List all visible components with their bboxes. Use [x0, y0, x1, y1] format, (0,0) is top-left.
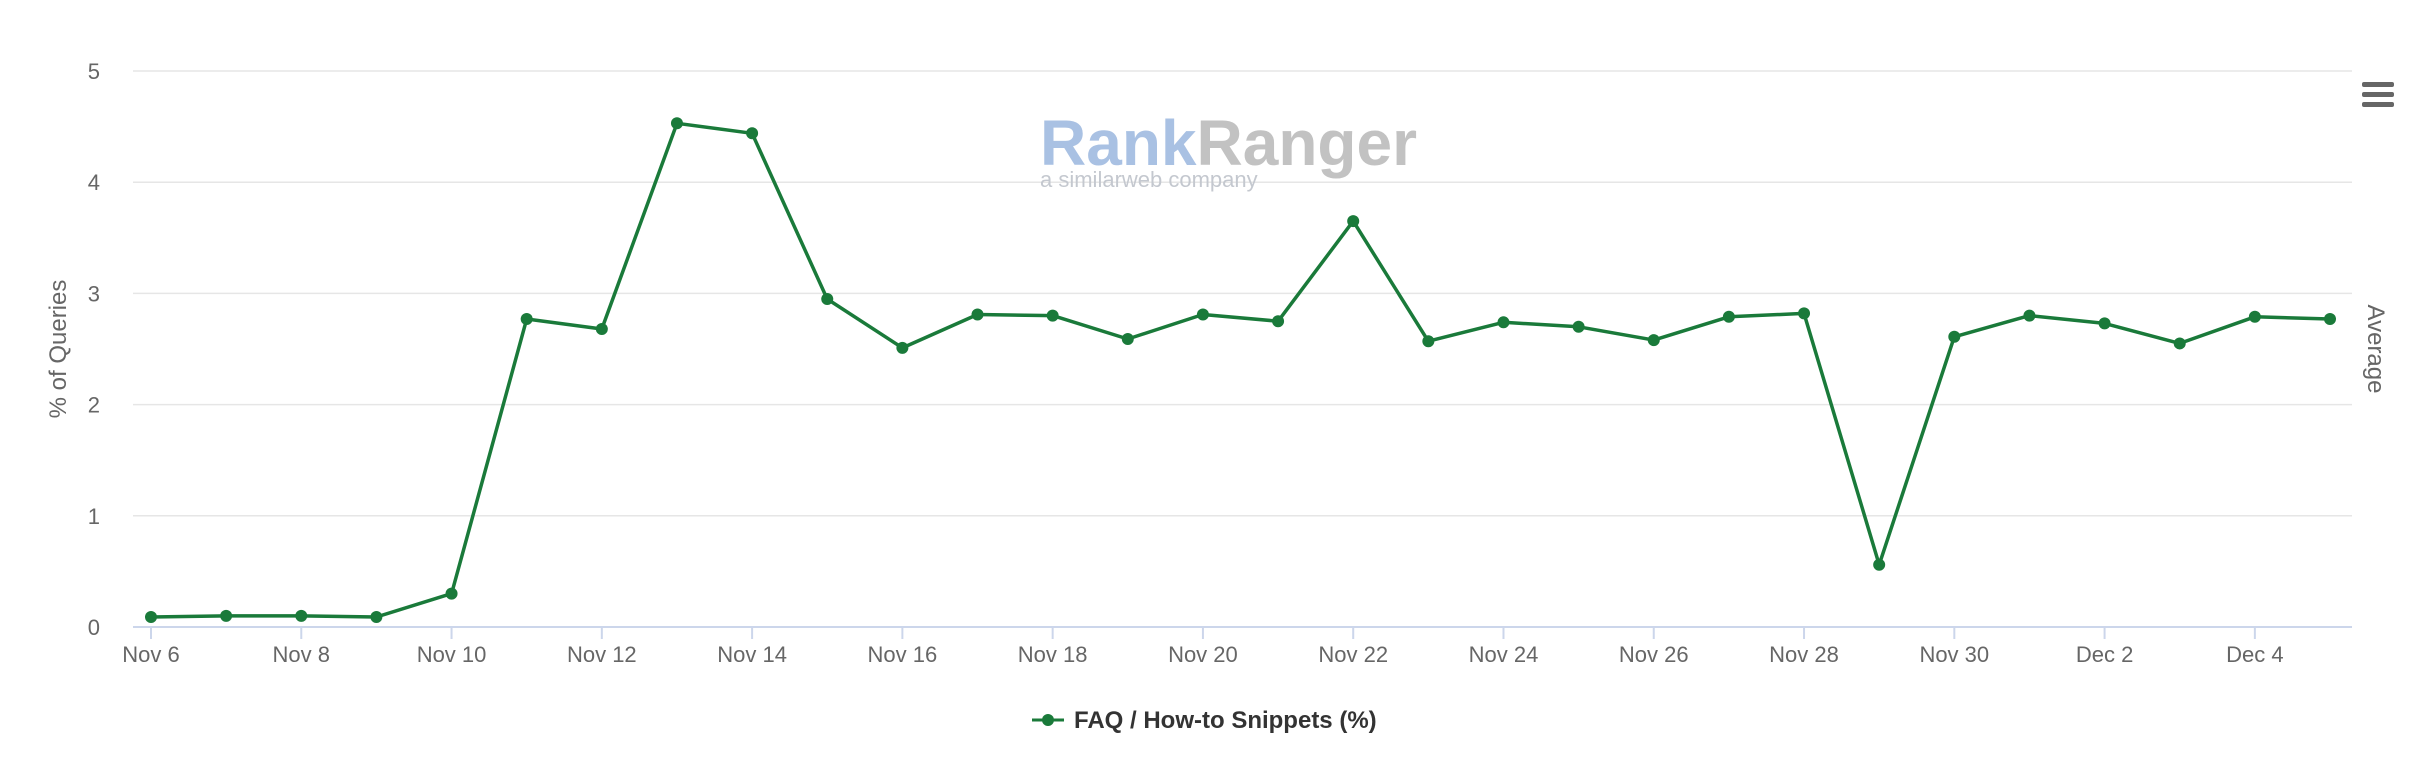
x-tick-label: Dec 4	[2226, 642, 2283, 667]
data-point[interactable]	[220, 609, 233, 622]
x-tick-label: Nov 30	[1919, 642, 1989, 667]
data-point[interactable]	[1572, 320, 1585, 333]
data-point[interactable]	[1422, 335, 1435, 348]
data-point[interactable]	[2248, 310, 2261, 323]
data-point[interactable]	[1272, 315, 1285, 328]
y-axis-title: % of Queries	[45, 280, 72, 419]
x-tick-label: Nov 22	[1318, 642, 1388, 667]
data-point[interactable]	[1722, 310, 1735, 323]
data-point[interactable]	[1873, 558, 1886, 571]
x-tick-label: Nov 14	[717, 642, 787, 667]
x-tick-label: Nov 20	[1168, 642, 1238, 667]
data-point[interactable]	[520, 312, 533, 325]
y-tick-label: 2	[88, 393, 100, 418]
series-line	[150, 121, 2331, 619]
data-point[interactable]	[896, 341, 909, 354]
data-point[interactable]	[1347, 215, 1360, 228]
data-point[interactable]	[971, 308, 984, 321]
data-point[interactable]	[1196, 308, 1209, 321]
x-tick-label: Nov 18	[1018, 642, 1088, 667]
data-point[interactable]	[1121, 332, 1134, 345]
x-tick-label: Nov 12	[567, 642, 637, 667]
y-tick-label: 1	[88, 504, 100, 529]
data-point[interactable]	[2324, 312, 2336, 325]
data-point[interactable]	[821, 292, 834, 305]
x-tick-label: Dec 2	[2076, 642, 2133, 667]
legend-series-swatch-marker	[1042, 714, 1054, 726]
series-layer	[145, 117, 2336, 623]
chart-menu-button[interactable]	[2358, 78, 2398, 112]
svg-text:RankRanger: RankRanger	[1040, 107, 1417, 179]
x-tick-label: Nov 8	[273, 642, 330, 667]
y-tick-label: 5	[88, 59, 100, 84]
secondary-y-axis-title: Average	[2362, 305, 2389, 394]
x-tick-label: Nov 16	[868, 642, 938, 667]
data-point[interactable]	[2173, 337, 2186, 350]
data-point[interactable]	[370, 610, 383, 623]
data-point[interactable]	[595, 322, 608, 335]
hamburger-menu-icon	[2362, 82, 2394, 107]
data-point[interactable]	[746, 127, 759, 140]
data-point[interactable]	[1497, 316, 1510, 329]
data-point[interactable]	[1798, 307, 1811, 320]
y-tick-label: 0	[88, 615, 100, 640]
x-tick-label: Nov 24	[1469, 642, 1539, 667]
data-point[interactable]	[1948, 330, 1961, 343]
data-point[interactable]	[295, 609, 308, 622]
rankranger-watermark: RankRanger a similarweb company	[1040, 107, 1417, 192]
x-tick-label: Nov 28	[1769, 642, 1839, 667]
watermark-brand-ranger: Ranger	[1197, 107, 1418, 179]
axes: 0 1 2 3 4 5 Nov 6 Nov 8 Nov 10 Nov 12 Nov 14 Nov 16…	[88, 59, 2352, 667]
data-point[interactable]	[2098, 317, 2111, 330]
data-point[interactable]	[145, 610, 157, 623]
y-tick-label: 3	[88, 281, 100, 306]
data-point[interactable]	[2023, 309, 2036, 322]
legend[interactable]: FAQ / How-to Snippets (%)	[1032, 707, 1377, 734]
data-point[interactable]	[670, 117, 683, 130]
y-tick-label: 4	[88, 170, 100, 195]
data-point[interactable]	[1046, 309, 1059, 322]
x-tick-label: Nov 6	[122, 642, 179, 667]
legend-series-label[interactable]: FAQ / How-to Snippets (%)	[1074, 707, 1377, 734]
x-tick-label: Nov 26	[1619, 642, 1689, 667]
x-tick-label: Nov 10	[417, 642, 487, 667]
watermark-tagline: a similarweb company	[1040, 167, 1258, 192]
data-point[interactable]	[1647, 334, 1660, 347]
data-point[interactable]	[445, 587, 458, 600]
watermark-brand-rank: Rank	[1040, 107, 1197, 179]
